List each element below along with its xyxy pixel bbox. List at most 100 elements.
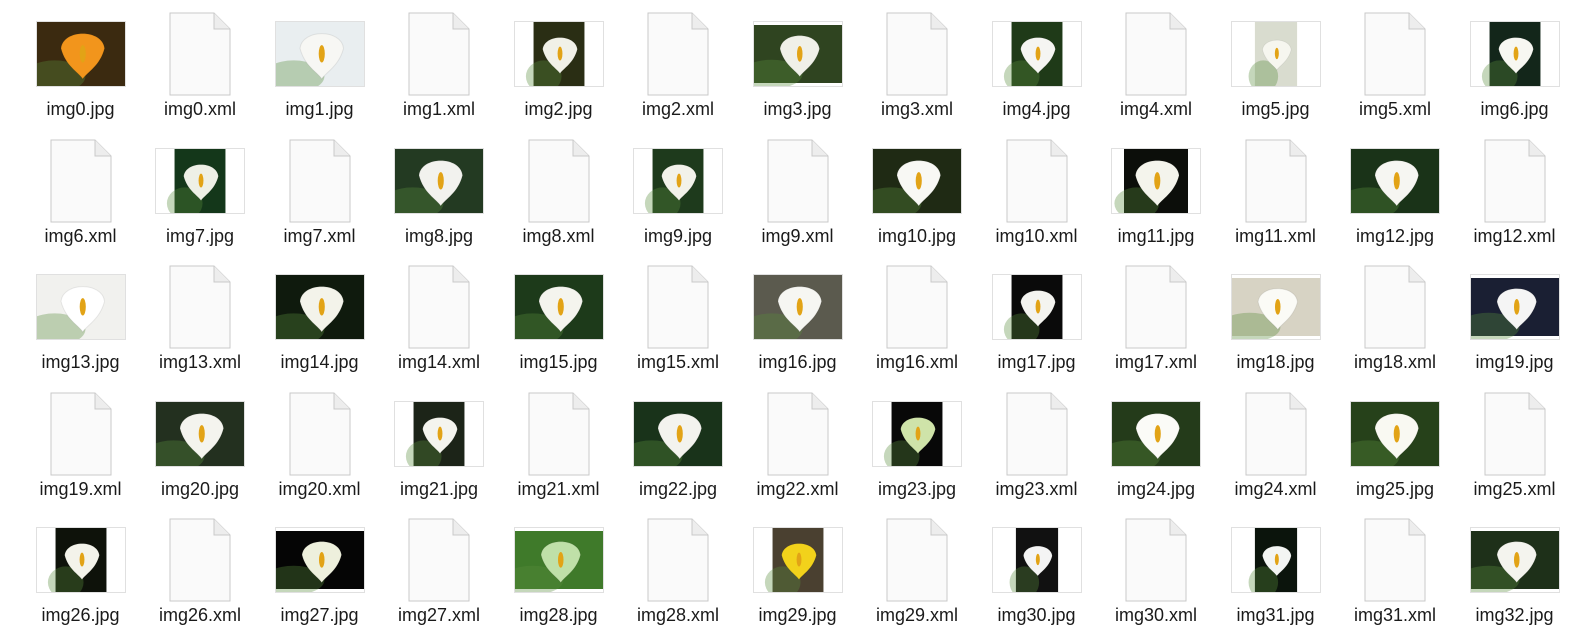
file-item[interactable]: img14.jpg	[260, 259, 379, 385]
file-name: img12.xml	[1473, 225, 1556, 246]
file-item[interactable]: img31.xml	[1336, 512, 1455, 638]
file-name: img15.xml	[636, 352, 720, 372]
file-item[interactable]: img14.xml	[380, 259, 499, 385]
file-item[interactable]: img26.xml	[141, 512, 260, 638]
file-item[interactable]: img7.xml	[260, 133, 379, 259]
file-item[interactable]: img27.xml	[380, 512, 499, 638]
file-name: img3.xml	[880, 99, 953, 119]
file-item[interactable]: img23.jpg	[858, 386, 977, 512]
file-item[interactable]: img29.xml	[858, 512, 977, 638]
file-item[interactable]: img20.xml	[260, 386, 379, 512]
document-icon	[1484, 139, 1545, 222]
file-item[interactable]: img5.xml	[1336, 6, 1455, 132]
document-icon	[886, 12, 948, 96]
file-item[interactable]: img27.jpg	[260, 512, 379, 638]
file-item[interactable]: img10.xml	[977, 133, 1096, 259]
file-item[interactable]: img19.xml	[21, 386, 140, 512]
file-item[interactable]: img6.xml	[21, 133, 140, 259]
file-item[interactable]: img1.jpg	[260, 6, 379, 132]
thumbnail-image	[753, 275, 842, 339]
file-item[interactable]: img31.jpg	[1216, 512, 1335, 638]
file-name: img24.xml	[1234, 478, 1317, 499]
file-item[interactable]: img28.jpg	[499, 512, 618, 638]
file-item[interactable]: img17.xml	[1097, 259, 1216, 385]
document-icon	[1006, 392, 1067, 475]
file-item[interactable]: img0.xml	[141, 6, 260, 132]
file-item[interactable]: img3.xml	[858, 6, 977, 132]
file-item[interactable]: img28.xml	[619, 512, 738, 638]
file-item[interactable]: img6.jpg	[1455, 6, 1574, 132]
file-name: img16.jpg	[758, 352, 837, 372]
file-item[interactable]: img25.xml	[1455, 386, 1574, 512]
file-item[interactable]: img3.jpg	[738, 6, 857, 132]
file-item[interactable]: img11.jpg	[1097, 133, 1216, 259]
file-name: img11.xml	[1235, 225, 1316, 246]
file-name: img21.xml	[517, 478, 600, 499]
file-name: img10.jpg	[877, 225, 957, 246]
file-item[interactable]: img30.xml	[1097, 512, 1216, 638]
thumbnail-image	[1470, 278, 1559, 339]
file-item[interactable]: img19.jpg	[1455, 259, 1574, 385]
file-item[interactable]: img15.xml	[619, 259, 738, 385]
file-item[interactable]: img13.jpg	[21, 259, 140, 385]
file-name: img3.jpg	[763, 99, 832, 119]
file-item[interactable]: img7.jpg	[141, 133, 260, 259]
file-item[interactable]: img23.xml	[977, 386, 1096, 512]
file-item[interactable]: img25.jpg	[1336, 386, 1455, 512]
file-name: img24.jpg	[1116, 478, 1196, 499]
file-icon	[977, 133, 1096, 229]
file-item[interactable]: img9.jpg	[619, 133, 738, 259]
file-item[interactable]: img4.xml	[1097, 6, 1216, 132]
file-name: img30.jpg	[997, 605, 1076, 625]
file-name: img17.xml	[1114, 352, 1198, 372]
document-icon	[50, 392, 111, 475]
file-item[interactable]: img4.jpg	[977, 6, 1096, 132]
file-item[interactable]: img24.jpg	[1097, 386, 1216, 512]
file-name: img6.xml	[44, 225, 117, 246]
file-item[interactable]: img21.xml	[499, 386, 618, 512]
file-item[interactable]: img17.jpg	[977, 259, 1096, 385]
file-item[interactable]: img11.xml	[1216, 133, 1335, 259]
file-item[interactable]: img12.xml	[1455, 133, 1574, 259]
file-item[interactable]: img15.jpg	[499, 259, 618, 385]
file-name: img27.xml	[397, 605, 481, 625]
file-item[interactable]: img16.jpg	[738, 259, 857, 385]
file-item[interactable]: img13.xml	[141, 259, 260, 385]
thumbnail-image	[764, 528, 823, 592]
file-name: img16.xml	[875, 352, 959, 372]
file-name: img14.jpg	[280, 352, 359, 372]
file-icon	[619, 259, 738, 355]
file-item[interactable]: img1.xml	[380, 6, 499, 132]
file-item[interactable]: img5.jpg	[1216, 6, 1335, 132]
file-item[interactable]: img20.jpg	[141, 386, 260, 512]
file-item[interactable]: img8.jpg	[380, 133, 499, 259]
file-item[interactable]: img18.xml	[1336, 259, 1455, 385]
file-item[interactable]: img18.jpg	[1216, 259, 1335, 385]
document-icon	[528, 139, 589, 222]
file-item[interactable]: img30.jpg	[977, 512, 1096, 638]
file-item[interactable]: img2.xml	[619, 6, 738, 132]
file-item[interactable]: img32.jpg	[1455, 512, 1574, 638]
file-name: img11.jpg	[1117, 225, 1195, 246]
file-item[interactable]: img2.jpg	[499, 6, 618, 132]
thumbnail-image	[1351, 148, 1439, 213]
file-item[interactable]: img21.jpg	[380, 386, 499, 512]
file-item[interactable]: img16.xml	[858, 259, 977, 385]
file-item[interactable]: img8.xml	[499, 133, 618, 259]
file-item[interactable]: img22.jpg	[619, 386, 738, 512]
file-icon	[1097, 259, 1216, 355]
file-item[interactable]: img22.xml	[738, 386, 857, 512]
file-item[interactable]: img26.jpg	[21, 512, 140, 638]
file-name: img27.jpg	[280, 605, 359, 625]
file-item[interactable]: img0.jpg	[21, 6, 140, 132]
file-item[interactable]: img24.xml	[1216, 386, 1335, 512]
file-item[interactable]: img12.jpg	[1336, 133, 1455, 259]
file-item[interactable]: img29.jpg	[738, 512, 857, 638]
file-name: img25.jpg	[1355, 478, 1435, 499]
file-name: img32.jpg	[1475, 605, 1554, 625]
thumbnail-image	[753, 25, 842, 86]
file-item[interactable]: img9.xml	[738, 133, 857, 259]
file-item[interactable]: img10.jpg	[858, 133, 977, 259]
file-name: img23.jpg	[877, 478, 957, 499]
